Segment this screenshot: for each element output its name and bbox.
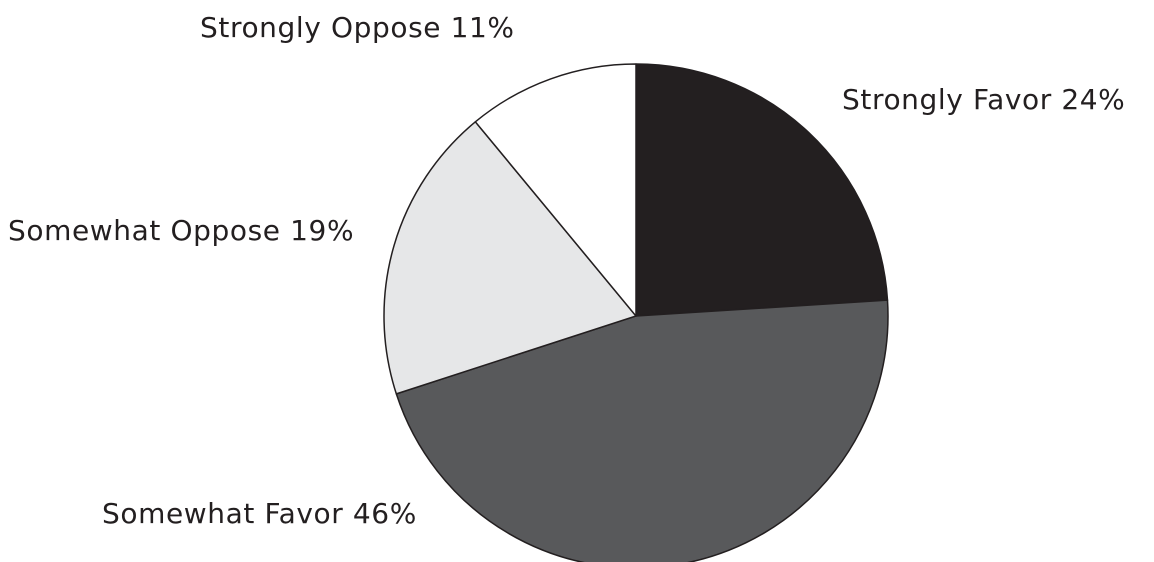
pie-labels: Strongly Favor 24% Somewhat Favor 46% Some… <box>8 11 1125 530</box>
slice-label-somewhat-favor: Somewhat Favor 46% <box>102 497 417 530</box>
pie-slice-somewhat-favor <box>395 299 889 562</box>
slice-label-strongly-oppose: Strongly Oppose 11% <box>200 11 515 44</box>
slice-label-somewhat-oppose: Somewhat Oppose 19% <box>8 214 354 247</box>
slice-label-strongly-favor: Strongly Favor 24% <box>842 83 1125 116</box>
pie-slice-strongly-favor <box>635 63 889 317</box>
pie-slice-somewhat-oppose <box>383 121 637 395</box>
pie-slices <box>383 63 889 562</box>
pie-slice-strongly-oppose <box>474 63 637 317</box>
